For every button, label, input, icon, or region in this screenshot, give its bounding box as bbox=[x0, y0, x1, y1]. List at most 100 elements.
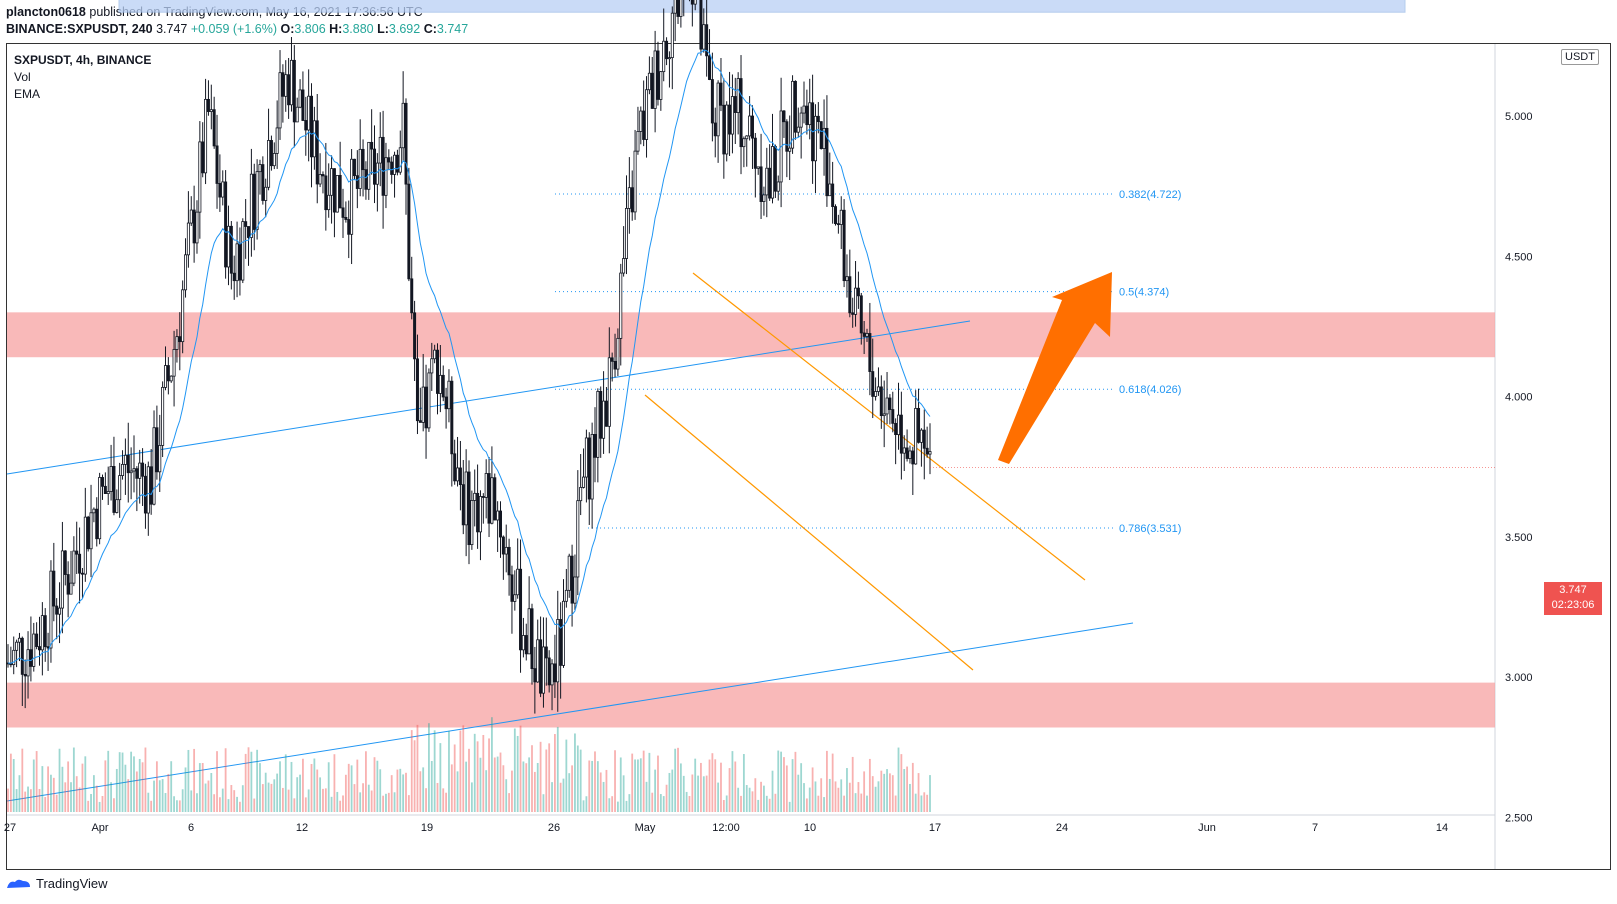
volume-bar bbox=[728, 768, 731, 812]
volume-bar bbox=[519, 725, 522, 812]
candle-body bbox=[662, 40, 666, 73]
high-value: 3.880 bbox=[342, 22, 374, 36]
candle-body bbox=[559, 619, 563, 666]
candle-body bbox=[106, 491, 110, 494]
volume-bar bbox=[319, 777, 322, 812]
candle-body bbox=[381, 136, 385, 196]
candle-body bbox=[647, 72, 651, 91]
volume-bar bbox=[502, 765, 505, 812]
candle-body bbox=[842, 209, 846, 282]
volume-bar bbox=[173, 796, 175, 812]
candle-body bbox=[593, 433, 597, 458]
currency-badge[interactable]: USDT bbox=[1561, 49, 1599, 65]
candle-body bbox=[464, 471, 468, 526]
candle-body bbox=[567, 555, 571, 591]
volume-bar bbox=[871, 776, 874, 812]
candle-body bbox=[335, 174, 339, 213]
volume-bar bbox=[691, 774, 694, 812]
candle-body bbox=[112, 466, 116, 513]
legend-volume[interactable]: Vol bbox=[14, 70, 31, 84]
zone-support-lower bbox=[7, 682, 1495, 728]
time-tick-6: May bbox=[635, 822, 656, 834]
volume-bar bbox=[848, 782, 851, 812]
volume-bar bbox=[920, 795, 923, 812]
volume-bar bbox=[279, 761, 281, 812]
volume-bar bbox=[259, 763, 261, 812]
candle-body bbox=[690, 0, 694, 5]
volume-bar bbox=[176, 800, 178, 812]
candle-body bbox=[805, 105, 809, 126]
candle-body bbox=[773, 146, 777, 192]
candle-body bbox=[484, 473, 488, 498]
candle-body bbox=[355, 175, 359, 189]
legend-symbol[interactable]: SXPUSDT, 4h, BINANCE bbox=[14, 53, 152, 67]
volume-bar bbox=[900, 754, 903, 812]
candle-body bbox=[610, 357, 614, 362]
candle-body bbox=[496, 510, 500, 521]
volume-bar bbox=[470, 782, 473, 812]
candle-body bbox=[40, 615, 44, 651]
candle-body bbox=[828, 183, 832, 197]
volume-bar bbox=[167, 773, 170, 812]
volume-bar bbox=[740, 795, 742, 812]
candle-body bbox=[450, 380, 454, 455]
candle-body bbox=[275, 127, 279, 154]
volume-bar bbox=[591, 760, 594, 812]
volume-bar bbox=[12, 759, 15, 812]
volume-bar bbox=[854, 793, 857, 812]
volume-bar bbox=[236, 796, 238, 812]
volume-bar bbox=[121, 752, 124, 812]
volume-bar bbox=[771, 770, 774, 812]
candle-body bbox=[370, 141, 374, 150]
candle-body bbox=[241, 221, 245, 281]
volume-bar bbox=[376, 760, 379, 812]
low-value: 3.692 bbox=[388, 22, 421, 36]
volume-bar bbox=[270, 783, 273, 812]
volume-bar bbox=[720, 762, 722, 812]
chart-frame[interactable] bbox=[6, 43, 1611, 870]
candle-body bbox=[673, 0, 677, 14]
volume-bar bbox=[465, 761, 468, 812]
volume-bar bbox=[72, 747, 75, 812]
volume-bar bbox=[181, 789, 184, 812]
candle-body bbox=[702, 24, 706, 50]
volume-bar bbox=[688, 796, 691, 812]
legend-ema[interactable]: EMA bbox=[14, 87, 41, 101]
candle-body bbox=[527, 608, 531, 655]
volume-bar bbox=[702, 776, 705, 812]
volume-bar bbox=[339, 800, 342, 812]
candle-body bbox=[181, 289, 185, 343]
volume-bar bbox=[588, 760, 591, 812]
volume-bar bbox=[207, 780, 210, 812]
volume-bar bbox=[187, 749, 190, 812]
candle-body bbox=[307, 95, 311, 131]
candle-body bbox=[52, 570, 56, 607]
volume-bar bbox=[87, 800, 90, 812]
volume-bar bbox=[147, 792, 150, 812]
volume-bar bbox=[396, 769, 399, 812]
footer-brand[interactable]: TradingView bbox=[6, 876, 108, 891]
candle-body bbox=[822, 127, 826, 149]
candle-body bbox=[132, 468, 136, 472]
candle-body bbox=[292, 59, 296, 123]
volume-bar bbox=[405, 772, 407, 812]
candle-body bbox=[639, 110, 643, 132]
volume-bar bbox=[579, 749, 582, 812]
candle-body bbox=[269, 140, 273, 167]
candle-body bbox=[708, 55, 712, 80]
volume-bar bbox=[542, 794, 545, 812]
volume-bar bbox=[625, 800, 628, 812]
candle-body bbox=[604, 400, 608, 427]
author[interactable]: plancton0618 bbox=[6, 5, 86, 19]
volume-bar bbox=[347, 763, 350, 812]
volume-bar bbox=[84, 756, 87, 812]
candle-body bbox=[413, 312, 417, 360]
candle-body bbox=[289, 59, 293, 106]
volume-bar bbox=[241, 785, 244, 812]
candle-body bbox=[264, 186, 268, 201]
candle-body bbox=[645, 89, 649, 140]
volume-bar bbox=[528, 757, 531, 812]
candle-body bbox=[318, 174, 322, 185]
candle-body bbox=[281, 72, 285, 97]
